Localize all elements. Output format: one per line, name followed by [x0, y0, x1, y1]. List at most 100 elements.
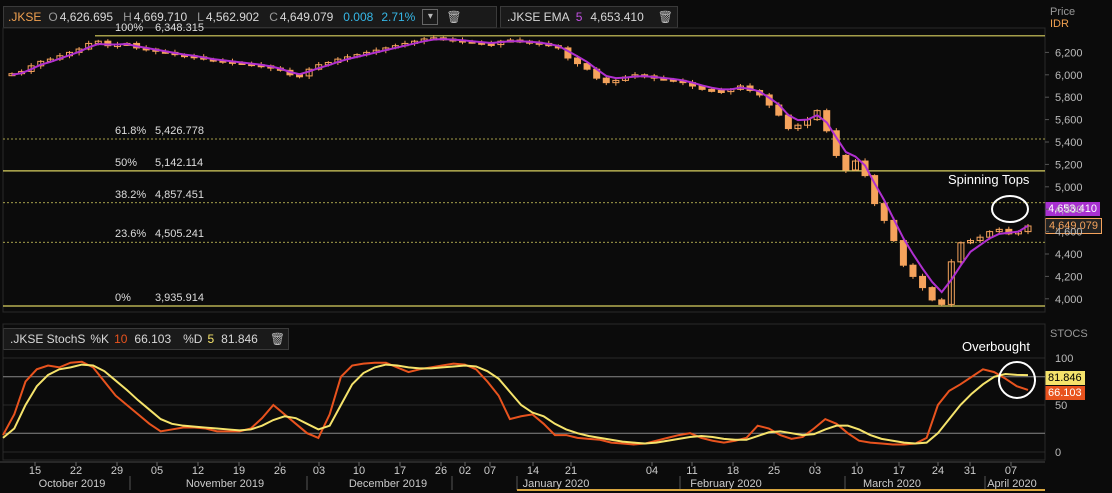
stoch-pane-border [2, 323, 1046, 461]
x-day-label: 10 [353, 465, 365, 477]
x-day-label: 04 [646, 465, 658, 477]
x-day-label: 19 [233, 465, 245, 477]
price-tick-label: 5,200 [1055, 159, 1083, 171]
stoch-d-tag: 81.846 [1045, 371, 1085, 385]
close-value: 4,649.079 [279, 10, 334, 24]
overbought-circle [998, 361, 1036, 399]
x-month-label: April 2020 [987, 478, 1037, 490]
x-day-label: 22 [70, 465, 82, 477]
x-day-label: 14 [527, 465, 539, 477]
spinning-tops-circle [991, 195, 1029, 223]
change-pct: 2.71% [381, 10, 416, 24]
low-label: L [197, 10, 204, 24]
candle-body [938, 299, 946, 305]
x-day-label: 26 [435, 465, 447, 477]
x-day-label: 02 [459, 465, 471, 477]
overbought-annotation: Overbought [962, 339, 1030, 354]
candle-body [708, 88, 716, 92]
candle-body [966, 240, 974, 244]
x-month-label: December 2019 [349, 478, 427, 490]
fib-value-label: 5,426.778 [155, 125, 204, 137]
ema-symbol: .JKSE EMA [507, 10, 570, 24]
x-day-label: 07 [484, 465, 496, 477]
high-label: H [123, 10, 132, 24]
price-pane-border [2, 27, 1046, 313]
candle-body [986, 231, 994, 238]
ema-period: 5 [575, 10, 583, 24]
x-day-label: 25 [768, 465, 780, 477]
x-month-label: March 2020 [863, 478, 921, 490]
ema-price-tag: 4,653.410 [1045, 202, 1100, 216]
stoch-k-line [2, 360, 1029, 446]
symbol-label: .JKSE [8, 10, 42, 24]
fib-pct-label: 50% [115, 157, 137, 169]
fib-value-label: 5,142.114 [155, 157, 203, 169]
price-tick-label: 5,000 [1055, 182, 1083, 194]
x-month-label: November 2019 [186, 478, 264, 490]
x-day-label: 07 [1005, 465, 1017, 477]
trash-icon[interactable]: 🗑 [657, 10, 673, 24]
fib-value-label: 3,935.914 [155, 292, 204, 304]
stoch-header: .JKSE StochS %K 10 66.103 %D 5 81.846 🗑 [3, 328, 289, 350]
x-day-label: 03 [313, 465, 325, 477]
candle-body [612, 79, 620, 84]
price-tick-label: 4,000 [1055, 294, 1083, 306]
fib-value-label: 4,505.241 [155, 228, 204, 240]
k-period: 10 [114, 332, 128, 346]
close-price-tag: 4,649.079 [1045, 218, 1102, 234]
fib-pct-label: 100% [115, 22, 143, 34]
x-day-label: 26 [274, 465, 286, 477]
x-day-label: 03 [809, 465, 821, 477]
fib-pct-label: 23.6% [115, 228, 146, 240]
k-label: %K [90, 332, 110, 346]
stoch-d-line [2, 363, 1029, 445]
trash-icon[interactable]: 🗑 [269, 332, 286, 346]
price-tick-label: 6,000 [1055, 70, 1083, 82]
price-tick-label: 4,600 [1055, 227, 1083, 239]
ema-line [11, 38, 1029, 294]
x-day-label: 11 [686, 465, 697, 477]
price-tick-label: 4,400 [1055, 249, 1083, 261]
high-value: 4,669.710 [133, 10, 188, 24]
x-month-label: October 2019 [39, 478, 106, 490]
candle-body [717, 89, 725, 93]
chevron-down-icon[interactable]: ▾ [422, 9, 439, 25]
fib-value-label: 6,348.315 [155, 22, 204, 34]
candle-body [919, 275, 927, 289]
currency-label: IDR [1050, 18, 1069, 30]
stoch-tick-label: 100 [1055, 353, 1073, 365]
stoch-tick-label: 0 [1055, 447, 1061, 459]
price-tick-label: 4,200 [1055, 271, 1083, 283]
x-day-label: 10 [851, 465, 863, 477]
candle-body [813, 110, 821, 121]
x-day-label: 15 [29, 465, 41, 477]
price-axis-title: Price [1050, 6, 1076, 18]
price-tick-label: 6,200 [1055, 47, 1083, 59]
x-day-label: 17 [394, 465, 406, 477]
candle-body [995, 228, 1003, 233]
candle-body [794, 124, 802, 130]
price-header: .JKSE O 4,626.695 H 4,669.710 L 4,562.90… [3, 6, 497, 28]
trash-icon[interactable]: 🗑 [446, 10, 462, 24]
low-value: 4,562.902 [205, 10, 260, 24]
candle-body [880, 203, 888, 221]
x-day-label: 18 [727, 465, 739, 477]
x-day-label: 05 [151, 465, 163, 477]
d-period: 5 [207, 332, 215, 346]
x-month-label: January 2020 [523, 478, 590, 490]
candle-body [851, 160, 859, 171]
fib-pct-label: 38.2% [115, 189, 146, 201]
price-tick-label: 5,400 [1055, 137, 1083, 149]
x-day-label: 31 [964, 465, 976, 477]
stoch-axis-title: STOCS [1050, 328, 1088, 340]
spinning-tops-annotation: Spinning Tops [948, 172, 1030, 187]
x-day-label: 24 [932, 465, 944, 477]
stoch-symbol: .JKSE StochS [10, 332, 86, 346]
candle-body [957, 242, 965, 263]
x-day-label: 12 [192, 465, 204, 477]
fib-pct-label: 0% [115, 292, 131, 304]
candle-body [842, 154, 850, 171]
x-day-label: 21 [565, 465, 577, 477]
k-value: 66.103 [134, 332, 172, 346]
